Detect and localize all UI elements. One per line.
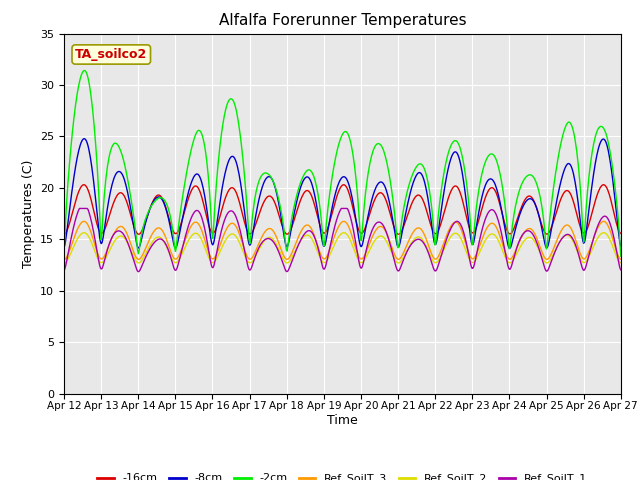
Legend: -16cm, -8cm, -2cm, Ref_SoilT_3, Ref_SoilT_2, Ref_SoilT_1: -16cm, -8cm, -2cm, Ref_SoilT_3, Ref_Soil… (93, 469, 592, 480)
X-axis label: Time: Time (327, 414, 358, 427)
Title: Alfalfa Forerunner Temperatures: Alfalfa Forerunner Temperatures (219, 13, 466, 28)
Text: TA_soilco2: TA_soilco2 (75, 48, 147, 61)
Y-axis label: Temperatures (C): Temperatures (C) (22, 159, 35, 268)
